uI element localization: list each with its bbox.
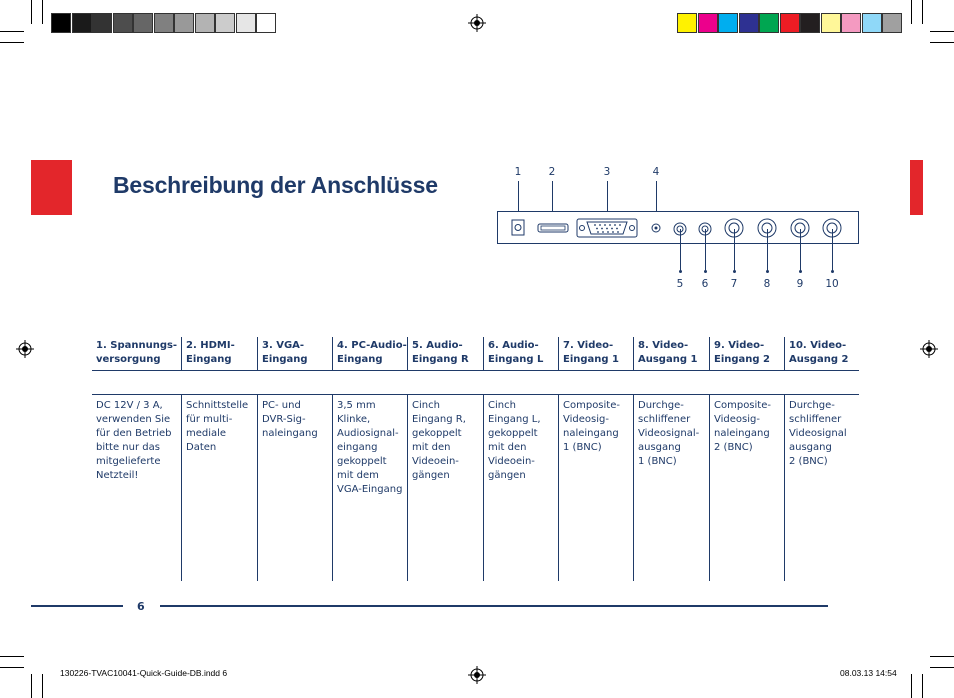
table-cell: Composite- Videosig- naleingang 1 (BNC) <box>563 400 620 453</box>
color-swatch <box>779 13 800 33</box>
table-header: 6. Audio- Eingang L <box>488 340 544 365</box>
connector-label-5: 5 <box>676 278 684 290</box>
table-cell: PC- und DVR-Sig- naleingang <box>262 400 318 439</box>
table-header: 3. VGA- Eingang <box>262 340 308 365</box>
color-swatch <box>677 13 697 33</box>
grayscale-swatch <box>153 13 174 33</box>
connector-label-8: 8 <box>763 278 771 290</box>
right-red-tab <box>910 160 923 215</box>
connector-label-2: 2 <box>548 166 556 178</box>
color-swatch <box>738 13 759 33</box>
grayscale-swatch <box>194 13 215 33</box>
grayscale-swatch <box>235 13 256 33</box>
grayscale-swatch <box>71 13 92 33</box>
table-cell: DC 12V / 3 A, verwenden Sie für den Betr… <box>96 400 172 481</box>
left-red-tab <box>31 160 72 215</box>
slug-datetime: 08.03.13 14:54 <box>840 668 897 678</box>
registration-mark-icon <box>468 666 486 684</box>
color-swatch <box>861 13 882 33</box>
connector-label-4: 4 <box>652 166 660 178</box>
connector-label-7: 7 <box>730 278 738 290</box>
table-header: 2. HDMI- Eingang <box>186 340 235 365</box>
grayscale-swatch <box>256 13 276 33</box>
grayscale-swatch <box>112 13 133 33</box>
table-header: 9. Video- Eingang 2 <box>714 340 771 365</box>
color-swatch <box>882 13 902 33</box>
color-swatch <box>820 13 841 33</box>
table-cell: Durchge- schliffener Videosignal ausgang… <box>789 400 847 467</box>
footer-rule-left <box>31 605 123 607</box>
grayscale-swatch <box>133 13 153 33</box>
registration-mark-icon <box>468 14 486 32</box>
color-swatch <box>759 13 779 33</box>
table-header: 1. Spannungs- versorgung <box>96 340 178 365</box>
color-swatch <box>718 13 738 33</box>
connector-label-1: 1 <box>514 166 522 178</box>
device-back-panel <box>497 211 859 244</box>
connector-label-6: 6 <box>701 278 709 290</box>
slug-filename: 130226-TVAC10041-Quick-Guide-DB.indd 6 <box>60 668 228 678</box>
color-swatch <box>841 13 861 33</box>
connector-label-9: 9 <box>796 278 804 290</box>
table-cell: Composite- Videosig- naleingang 2 (BNC) <box>714 400 771 453</box>
table-cell: 3,5 mm Klinke, Audiosignal- eingang geko… <box>337 400 403 495</box>
connector-label-3: 3 <box>603 166 611 178</box>
grayscale-swatch <box>51 13 71 33</box>
page-title: Beschreibung der Anschlüsse <box>113 172 438 198</box>
grayscale-swatch <box>92 13 112 33</box>
table-cell: Cinch Eingang L, gekoppelt mit den Video… <box>488 400 541 481</box>
color-swatch <box>800 13 820 33</box>
table-header: 10. Video- Ausgang 2 <box>789 340 849 365</box>
color-swatch <box>697 13 718 33</box>
connector-label-10: 10 <box>825 278 839 290</box>
table-header: 7. Video- Eingang 1 <box>563 340 620 365</box>
table-header: 4. PC-Audio- Eingang <box>337 340 407 365</box>
footer-rule-right <box>160 605 828 607</box>
registration-mark-icon <box>920 340 938 358</box>
page-number: 6 <box>137 600 145 613</box>
grayscale-swatch <box>174 13 194 33</box>
table-header: 5. Audio- Eingang R <box>412 340 469 365</box>
table-cell: Cinch Eingang R, gekoppelt mit den Video… <box>412 400 466 481</box>
table-header: 8. Video- Ausgang 1 <box>638 340 698 365</box>
grayscale-swatch <box>215 13 235 33</box>
registration-mark-icon <box>16 340 34 358</box>
table-cell: Durchge- schliffener Videosignal- ausgan… <box>638 400 700 467</box>
table-cell: Schnittstelle für multi- mediale Daten <box>186 400 249 453</box>
